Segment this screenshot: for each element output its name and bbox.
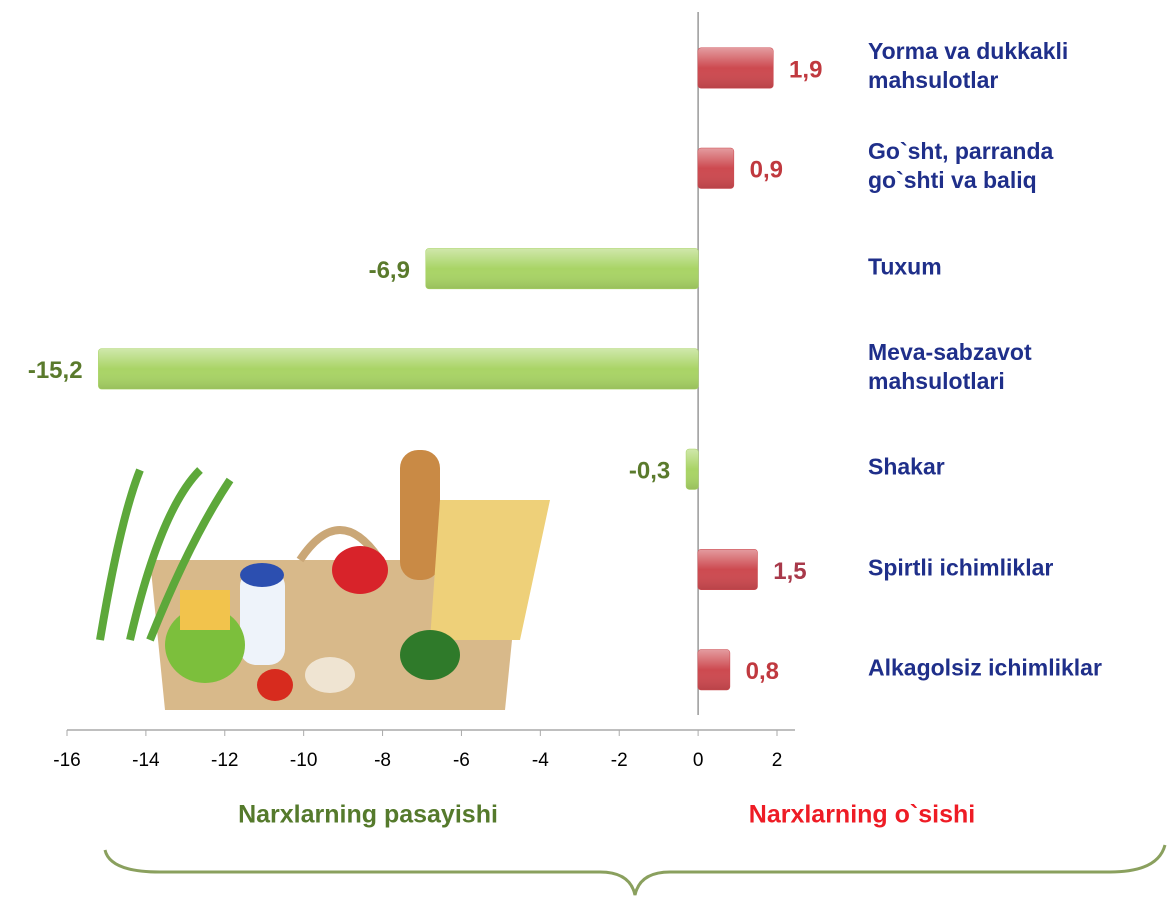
annotation: Narxlarning pasayishi bbox=[238, 801, 498, 829]
category-label: Meva-sabzavot mahsulotlari bbox=[868, 338, 1168, 396]
bar-gloss bbox=[698, 550, 757, 590]
page: {"chart_data": {"type": "bar", "orientat… bbox=[0, 0, 1168, 902]
x-tick-label: 2 bbox=[772, 750, 783, 771]
x-tick-label: -14 bbox=[132, 750, 160, 771]
x-tick-label: -16 bbox=[53, 750, 80, 771]
x-tick-label: -6 bbox=[453, 750, 470, 771]
bar-gloss bbox=[698, 148, 734, 188]
bar-gloss bbox=[99, 349, 699, 389]
category-label: Spirtli ichimliklar bbox=[868, 553, 1168, 582]
x-tick-label: -8 bbox=[374, 750, 391, 771]
category-label: Shakar bbox=[868, 453, 1168, 482]
category-label: Tuxum bbox=[868, 252, 1168, 281]
chart: -16 -14 -12 -10 -8 -6 -4 -2 0 2 1,9 0,9 -6,9 -15,2 -0,… bbox=[0, 0, 1168, 902]
x-tick-label: -4 bbox=[532, 750, 549, 771]
brace bbox=[105, 845, 1165, 895]
x-tick-label: 0 bbox=[693, 750, 704, 771]
bar-gloss bbox=[426, 249, 698, 289]
bar-gloss bbox=[686, 449, 698, 489]
food-basket bbox=[100, 450, 550, 710]
value-label: -6,9 bbox=[369, 257, 410, 284]
category-label: Yorma va dukkakli mahsulotlar bbox=[868, 37, 1168, 95]
category-label: Go`sht, parranda go`shti va baliq bbox=[868, 137, 1168, 195]
value-label: 0,8 bbox=[746, 658, 779, 685]
category-label: Alkagolsiz ichimliklar bbox=[868, 653, 1168, 682]
bar-gloss bbox=[698, 48, 773, 88]
x-tick-label: -12 bbox=[211, 750, 238, 771]
value-label: 1,5 bbox=[773, 558, 806, 585]
value-label: -0,3 bbox=[629, 458, 670, 485]
x-tick-label: -2 bbox=[611, 750, 628, 771]
value-label: 1,9 bbox=[789, 56, 822, 83]
x-tick-label: -10 bbox=[290, 750, 317, 771]
value-label: -15,2 bbox=[28, 357, 83, 384]
bar-gloss bbox=[698, 650, 730, 690]
value-label: 0,9 bbox=[750, 157, 783, 184]
annotation: Narxlarning o`sishi bbox=[749, 801, 975, 829]
